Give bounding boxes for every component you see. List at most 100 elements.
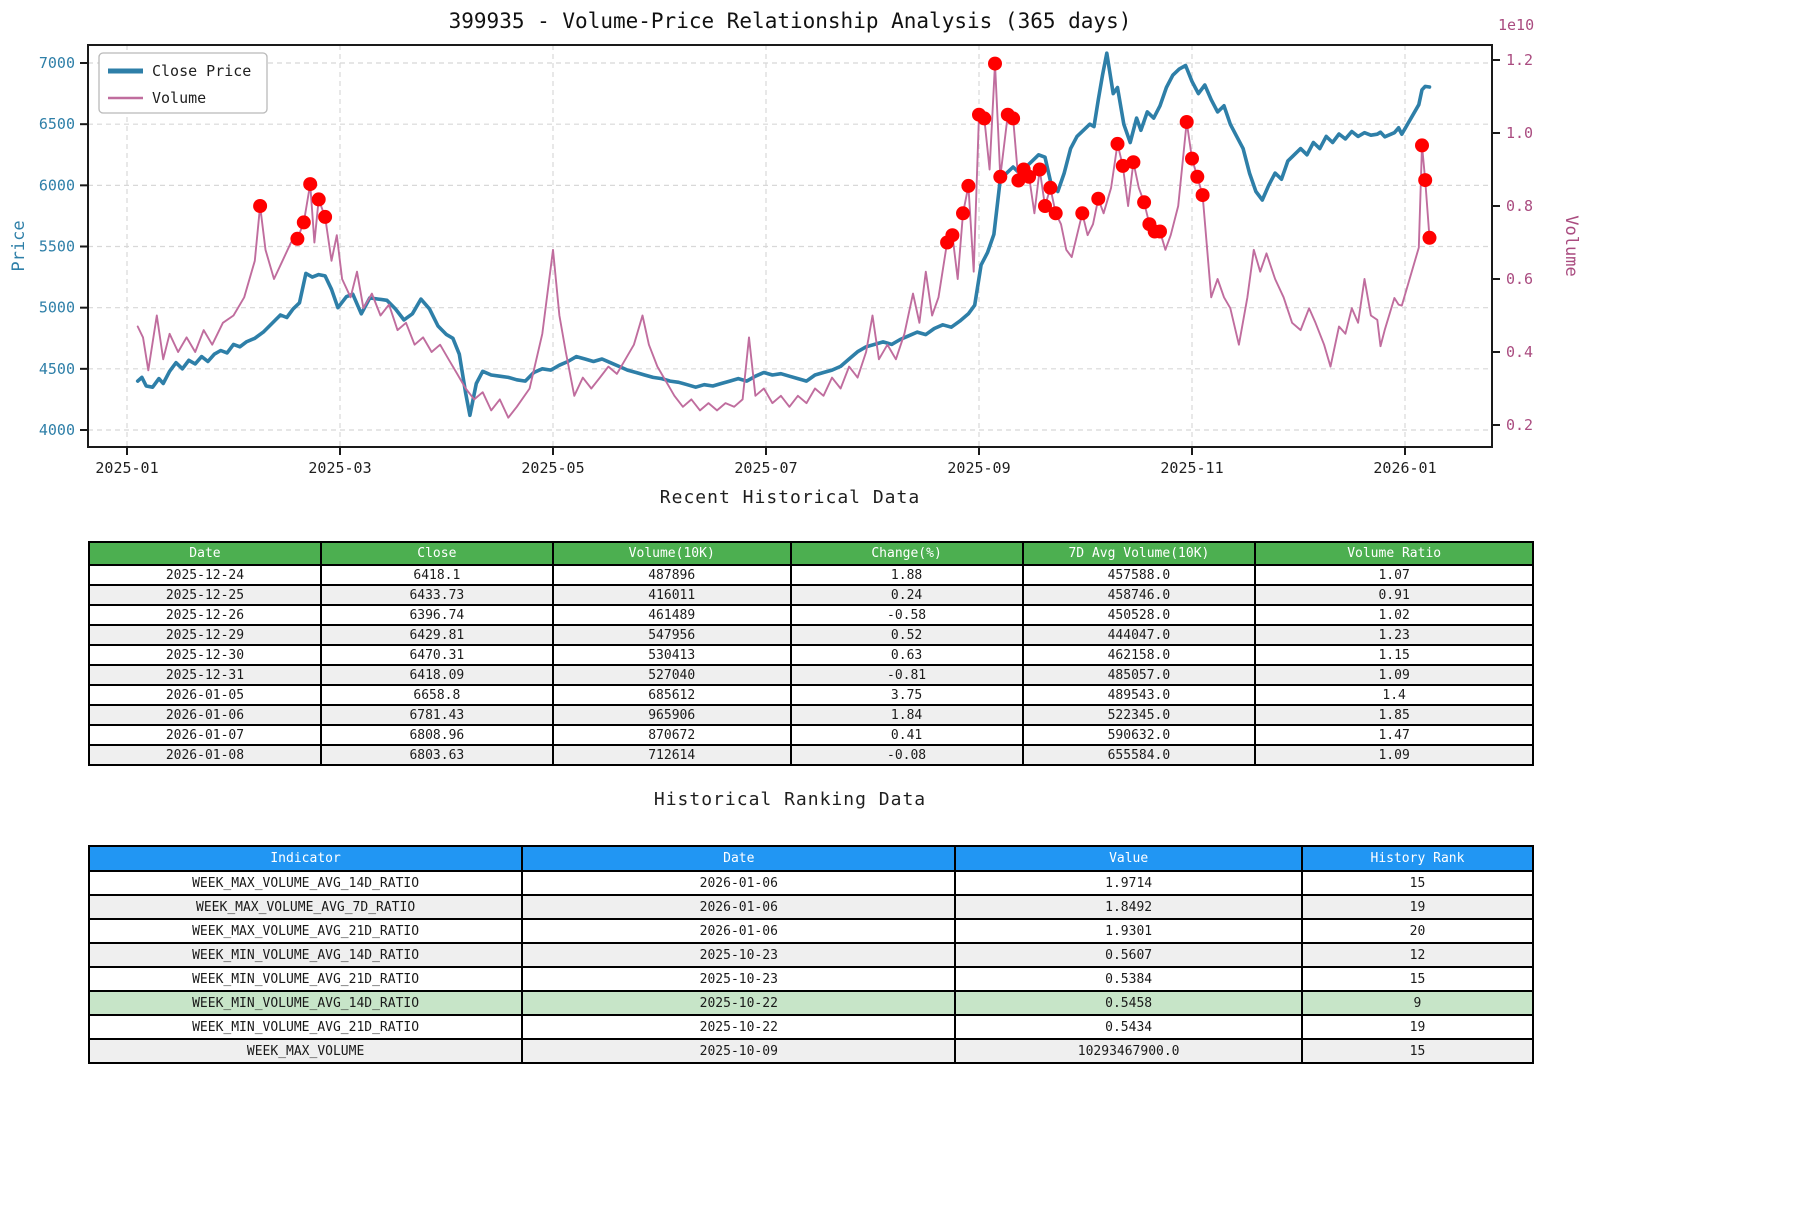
price-volume-chart: 2025-01 2025-03 2025-05 2025-07 2025-09 2025-…: [9, 9, 1581, 477]
volume-spike-marker: [290, 231, 305, 246]
table-row: WEEK_MAX_VOLUME 2025-10-09 10293467900.0 15: [87, 1038, 1535, 1064]
table-cell: 6418.09: [319, 664, 554, 686]
table-cell: 2025-12-25: [88, 584, 322, 606]
table-cell: 2025-12-29: [88, 624, 322, 646]
column-header: Date: [88, 541, 322, 566]
table-cell: 12: [1300, 942, 1535, 968]
table-cell: 489543.0: [1021, 684, 1257, 706]
table-cell: 6429.81: [319, 624, 554, 646]
volume-offset-text: 1e10: [1498, 16, 1534, 34]
table-cell: 1.23: [1254, 624, 1534, 646]
table-cell: 1.47: [1254, 724, 1534, 746]
table-cell: WEEK_MAX_VOLUME: [87, 1038, 524, 1064]
table-cell: 1.8492: [954, 894, 1303, 920]
table-cell: 0.52: [789, 624, 1024, 646]
table-row: WEEK_MIN_VOLUME_AVG_21D_RATIO 2025-10-23 0…: [87, 966, 1535, 992]
table-cell: WEEK_MAX_VOLUME_AVG_14D_RATIO: [87, 870, 524, 896]
table-cell: 530413: [551, 644, 792, 666]
volume-spike-marker: [1179, 115, 1194, 129]
volume-tick-label: 0.4: [1506, 343, 1533, 361]
table-cell: 6803.63: [319, 744, 554, 766]
volume-tick-label: 1.2: [1506, 51, 1533, 69]
table-cell: 6781.43: [319, 704, 554, 726]
volume-spike-marker: [1153, 224, 1167, 239]
table-cell: 2025-12-31: [88, 664, 322, 686]
price-tick-label: 4000: [39, 421, 75, 439]
legend-label: Close Price: [152, 62, 251, 80]
table-cell: -0.08: [789, 744, 1024, 766]
table-row: WEEK_MIN_VOLUME_AVG_14D_RATIO 2025-10-23 0…: [87, 942, 1535, 968]
table-cell: 0.5384: [954, 966, 1303, 992]
table-cell: 1.09: [1254, 664, 1534, 686]
volume-axis-label: Volume: [1561, 215, 1581, 276]
table-cell: 1.9714: [954, 870, 1303, 896]
table-cell: -0.58: [789, 604, 1024, 626]
table-cell: 416011: [551, 584, 792, 606]
volume-tick-label: 1.0: [1506, 124, 1533, 142]
x-tick-label: 2025-09: [947, 459, 1010, 477]
table-cell: 0.5607: [954, 942, 1303, 968]
table-cell: 1.4: [1254, 684, 1534, 706]
table-row: WEEK_MAX_VOLUME_AVG_14D_RATIO 2026-01-06 1…: [87, 870, 1535, 896]
table-cell: 1.02: [1254, 604, 1534, 626]
table-row: 2025-12-25 6433.73 416011 0.24 458746.0 0.91: [88, 584, 1534, 606]
table-cell: 0.41: [789, 724, 1024, 746]
table-row: WEEK_MIN_VOLUME_AVG_21D_RATIO 2025-10-22 0…: [87, 1014, 1535, 1040]
volume-spike-marker: [1190, 169, 1205, 184]
table-cell: 9: [1300, 990, 1535, 1016]
volume-spike-marker: [945, 228, 960, 243]
table-cell: 2025-10-09: [521, 1038, 957, 1064]
table-cell: 0.91: [1254, 584, 1534, 606]
volume-spike-marker: [961, 178, 976, 193]
table-cell: 2025-12-26: [88, 604, 322, 626]
ranking-data-section-title: Historical Ranking Data: [653, 789, 927, 810]
volume-spike-marker: [1418, 173, 1433, 188]
volume-spike-marker: [1195, 188, 1210, 203]
table-cell: 1.07: [1254, 564, 1534, 586]
table-cell: 2026-01-06: [521, 918, 957, 944]
column-header: Close: [319, 541, 554, 566]
table-cell: 10293467900.0: [954, 1038, 1303, 1064]
table-cell: 2025-10-22: [521, 1014, 957, 1040]
table-row: 2025-12-24 6418.1 487896 1.88 457588.0 1.07: [88, 564, 1534, 586]
volume-spike-marker: [993, 169, 1008, 184]
table-row: 2026-01-06 6781.43 965906 1.84 522345.0 1.85: [88, 704, 1534, 726]
x-tick-label: 2025-07: [734, 459, 797, 477]
legend-label: Volume: [152, 89, 206, 107]
volume-spike-marker: [253, 199, 268, 213]
volume-spike-marker: [311, 192, 326, 207]
volume-spike-marker: [1048, 206, 1063, 221]
table-cell: 6658.8: [319, 684, 554, 706]
table-row: 2025-12-30 6470.31 530413 0.63 462158.0 1.15: [88, 644, 1534, 666]
column-header: Date: [521, 845, 957, 872]
volume-spike-marker: [956, 206, 970, 221]
price-tick-label: 6000: [39, 176, 75, 194]
table-cell: 458746.0: [1021, 584, 1257, 606]
x-tick-label: 2026-01: [1373, 459, 1436, 477]
volume-spike-marker: [1022, 169, 1037, 184]
volume-spike-marker: [1110, 136, 1125, 151]
table-cell: 6396.74: [319, 604, 554, 626]
header-row: Date Close Volume(10K) Change(%) 7D Avg Volu…: [88, 541, 1534, 566]
table-cell: 15: [1300, 870, 1535, 896]
table-row: 2025-12-31 6418.09 527040 -0.81 485057.0 1.09: [88, 664, 1534, 686]
price-tick-label: 7000: [39, 54, 75, 72]
header-row: Indicator Date Value History Rank: [87, 845, 1535, 872]
table-cell: 450528.0: [1021, 604, 1257, 626]
volume-tick-label: 0.8: [1506, 197, 1533, 215]
table-cell: 457588.0: [1021, 564, 1257, 586]
volume-spike-marker: [296, 215, 311, 230]
table-cell: 2026-01-06: [88, 704, 322, 726]
volume-spike-marker: [1006, 111, 1021, 126]
volume-spike-marker: [988, 56, 1002, 71]
price-axis-label: Price: [9, 220, 29, 271]
column-header: Value: [954, 845, 1303, 872]
table-cell: 2025-12-30: [88, 644, 322, 666]
table-cell: 685612: [551, 684, 792, 706]
volume-spike-marker: [1091, 191, 1106, 206]
table-cell: 965906: [551, 704, 792, 726]
table-row: 2025-12-26 6396.74 461489 -0.58 450528.0 1.02: [88, 604, 1534, 626]
table-cell: WEEK_MIN_VOLUME_AVG_14D_RATIO: [87, 942, 524, 968]
column-header: History Rank: [1300, 845, 1535, 872]
